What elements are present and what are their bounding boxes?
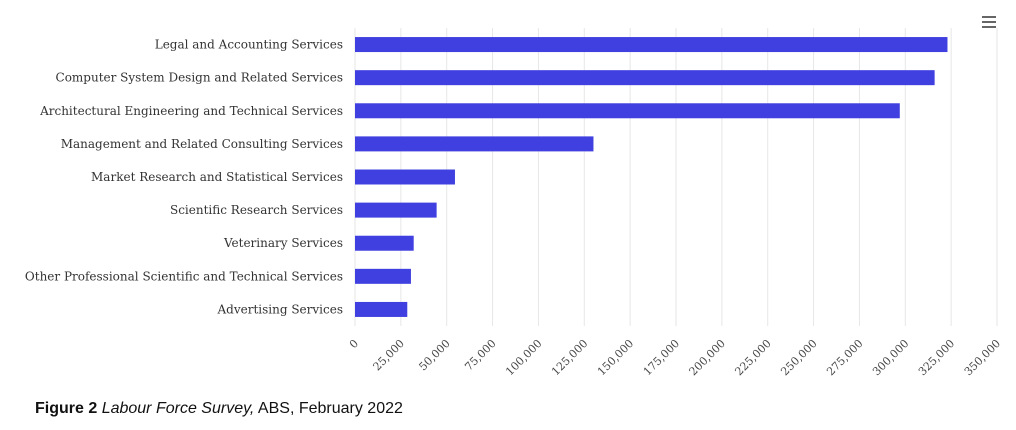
x-tick-label: 275,000 <box>824 337 865 378</box>
category-label: Veterinary Services <box>223 236 343 250</box>
figure-source-title: Labour Force Survey, <box>101 400 255 417</box>
bar[interactable] <box>355 169 455 185</box>
bar[interactable] <box>355 70 935 86</box>
x-tick-label: 75,000 <box>462 337 498 373</box>
figure-label: Figure 2 <box>35 400 98 417</box>
bar[interactable] <box>355 202 437 218</box>
x-tick-label: 25,000 <box>371 337 407 373</box>
category-label: Management and Related Consulting Servic… <box>61 137 343 151</box>
bar[interactable] <box>355 136 594 152</box>
x-tick-label: 0 <box>347 337 361 351</box>
x-tick-label: 250,000 <box>778 337 819 378</box>
x-tick-label: 200,000 <box>687 337 728 378</box>
x-tick-label: 150,000 <box>595 337 636 378</box>
chart-menu-icon[interactable] <box>982 16 996 28</box>
category-labels: Legal and Accounting Services Computer Sy… <box>25 38 343 317</box>
category-label: Computer System Design and Related Servi… <box>56 71 343 85</box>
bar[interactable] <box>355 301 408 317</box>
x-axis-ticks: 0 25,000 50,000 75,000 100,000 125,000 150,000… <box>347 337 1003 378</box>
x-tick-label: 325,000 <box>916 337 957 378</box>
x-tick-label: 300,000 <box>870 337 911 378</box>
x-tick-label: 100,000 <box>503 337 544 378</box>
category-label: Legal and Accounting Services <box>155 38 343 52</box>
x-tick-label: 125,000 <box>549 337 590 378</box>
category-label: Scientific Research Services <box>170 203 343 217</box>
bars <box>355 37 948 317</box>
category-label: Advertising Services <box>216 302 343 316</box>
category-label: Other Professional Scientific and Techni… <box>25 269 343 283</box>
figure-caption: Figure 2 Labour Force Survey, ABS, Febru… <box>35 400 403 418</box>
bar[interactable] <box>355 103 900 119</box>
category-label: Architectural Engineering and Technical … <box>39 104 343 118</box>
bar[interactable] <box>355 268 411 284</box>
x-tick-label: 175,000 <box>641 337 682 378</box>
x-tick-label: 350,000 <box>962 337 1003 378</box>
category-label: Market Research and Statistical Services <box>91 170 343 184</box>
bar[interactable] <box>355 37 948 53</box>
figure-source-rest: ABS, February 2022 <box>254 400 403 417</box>
bar[interactable] <box>355 235 414 251</box>
x-tick-label: 50,000 <box>416 337 452 373</box>
x-tick-label: 225,000 <box>732 337 773 378</box>
